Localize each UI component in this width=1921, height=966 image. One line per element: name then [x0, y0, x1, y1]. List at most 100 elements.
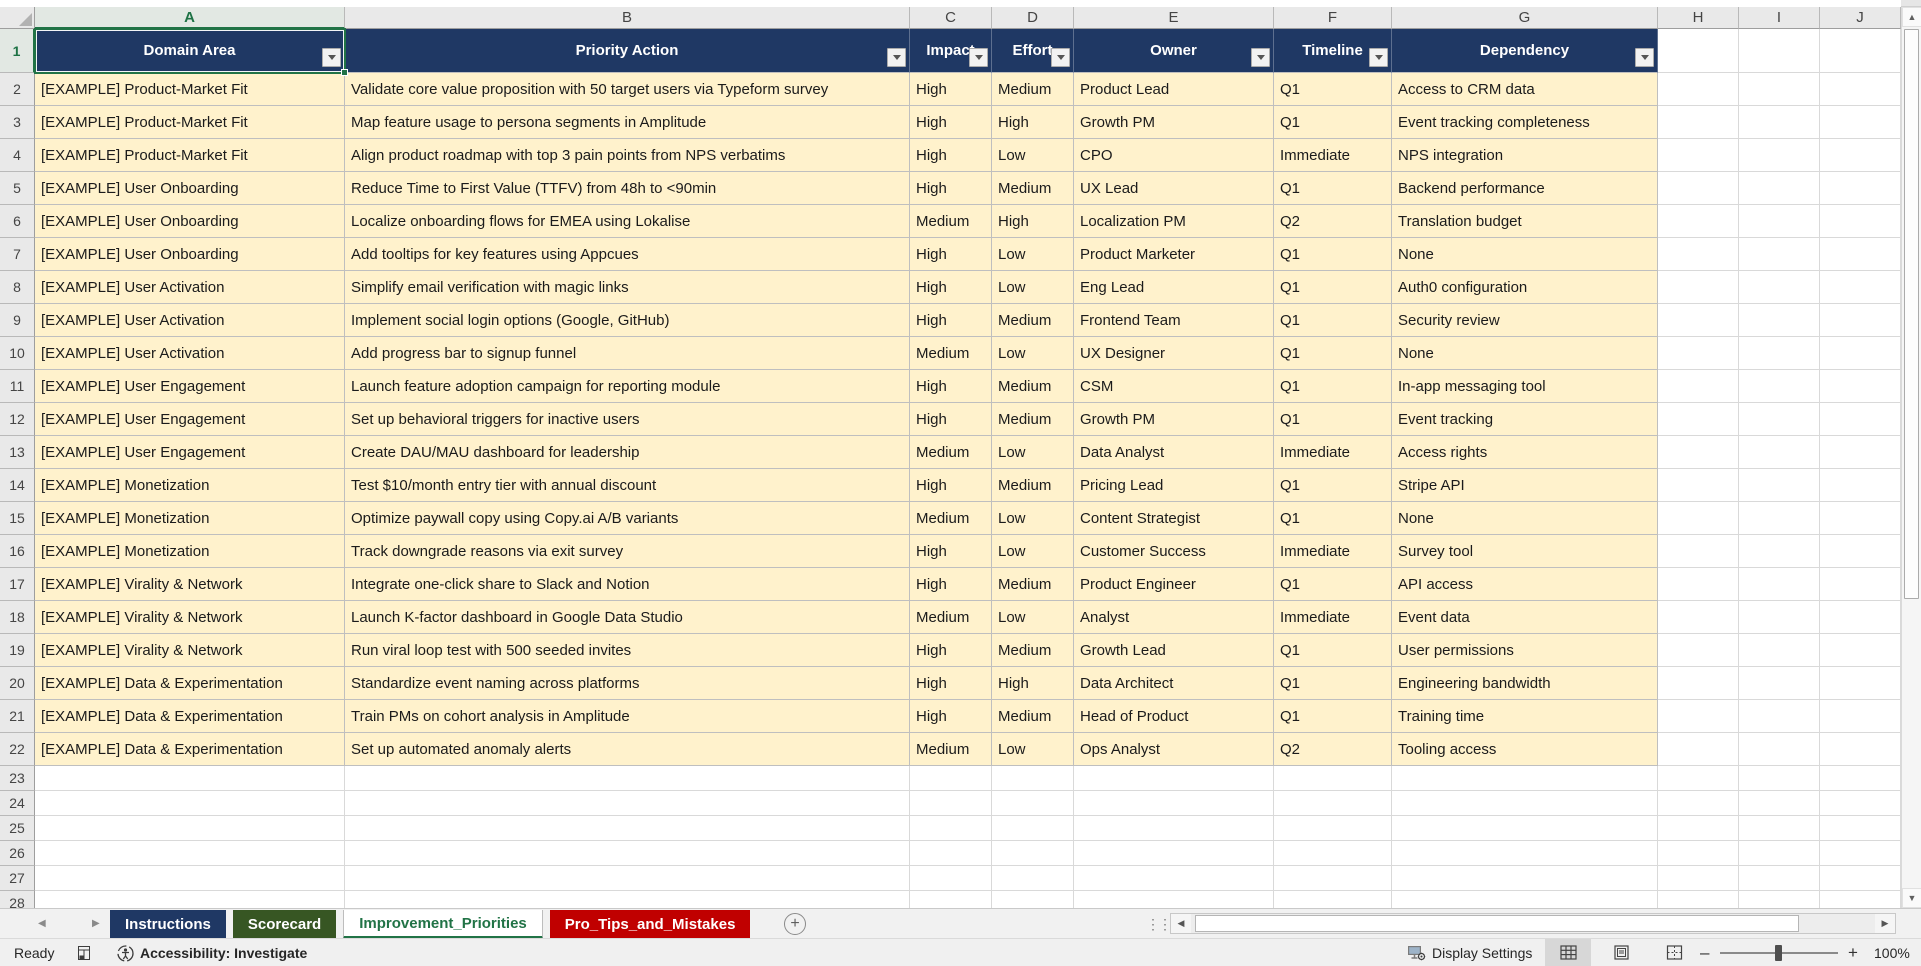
cell-H6[interactable] — [1658, 205, 1739, 238]
cell-H1[interactable] — [1658, 29, 1739, 73]
cell-J8[interactable] — [1820, 271, 1901, 304]
cell-E14[interactable]: Pricing Lead — [1074, 469, 1274, 502]
cell-E16[interactable]: Customer Success — [1074, 535, 1274, 568]
cell-F25[interactable] — [1274, 816, 1392, 841]
cell-J19[interactable] — [1820, 634, 1901, 667]
cell-E8[interactable]: Eng Lead — [1074, 271, 1274, 304]
cell-A25[interactable] — [35, 816, 345, 841]
cell-A16[interactable]: [EXAMPLE] Monetization — [35, 535, 345, 568]
cell-H20[interactable] — [1658, 667, 1739, 700]
cell-D28[interactable] — [992, 891, 1074, 908]
cell-H28[interactable] — [1658, 891, 1739, 908]
cell-E27[interactable] — [1074, 866, 1274, 891]
cell-F21[interactable]: Q1 — [1274, 700, 1392, 733]
cell-C19[interactable]: High — [910, 634, 992, 667]
cell-C1[interactable]: Impact — [910, 29, 992, 73]
cell-I14[interactable] — [1739, 469, 1820, 502]
cell-J12[interactable] — [1820, 403, 1901, 436]
row-header-17[interactable]: 17 — [0, 568, 35, 601]
cell-H21[interactable] — [1658, 700, 1739, 733]
cell-F3[interactable]: Q1 — [1274, 106, 1392, 139]
cell-J7[interactable] — [1820, 238, 1901, 271]
cell-I5[interactable] — [1739, 172, 1820, 205]
sheet-tab-instructions[interactable]: Instructions — [110, 910, 226, 939]
row-header-3[interactable]: 3 — [0, 106, 35, 139]
cell-G18[interactable]: Event data — [1392, 601, 1658, 634]
cell-D1[interactable]: Effort — [992, 29, 1074, 73]
column-header-J[interactable]: J — [1820, 7, 1901, 29]
cell-C10[interactable]: Medium — [910, 337, 992, 370]
cell-B6[interactable]: Localize onboarding flows for EMEA using… — [345, 205, 910, 238]
cell-E5[interactable]: UX Lead — [1074, 172, 1274, 205]
cell-H27[interactable] — [1658, 866, 1739, 891]
cell-B7[interactable]: Add tooltips for key features using Appc… — [345, 238, 910, 271]
cell-A11[interactable]: [EXAMPLE] User Engagement — [35, 370, 345, 403]
cell-F22[interactable]: Q2 — [1274, 733, 1392, 766]
cell-G4[interactable]: NPS integration — [1392, 139, 1658, 172]
cell-J22[interactable] — [1820, 733, 1901, 766]
cell-C14[interactable]: High — [910, 469, 992, 502]
cell-C13[interactable]: Medium — [910, 436, 992, 469]
cell-G13[interactable]: Access rights — [1392, 436, 1658, 469]
column-header-I[interactable]: I — [1739, 7, 1820, 29]
row-header-13[interactable]: 13 — [0, 436, 35, 469]
cell-H16[interactable] — [1658, 535, 1739, 568]
cell-C4[interactable]: High — [910, 139, 992, 172]
cell-E12[interactable]: Growth PM — [1074, 403, 1274, 436]
cell-G27[interactable] — [1392, 866, 1658, 891]
display-settings-label[interactable]: Display Settings — [1432, 945, 1533, 961]
cell-D19[interactable]: Medium — [992, 634, 1074, 667]
cell-B4[interactable]: Align product roadmap with top 3 pain po… — [345, 139, 910, 172]
cell-D17[interactable]: Medium — [992, 568, 1074, 601]
cell-C28[interactable] — [910, 891, 992, 908]
cell-J23[interactable] — [1820, 766, 1901, 791]
cell-I26[interactable] — [1739, 841, 1820, 866]
cell-J6[interactable] — [1820, 205, 1901, 238]
column-header-F[interactable]: F — [1274, 7, 1392, 29]
cell-C17[interactable]: High — [910, 568, 992, 601]
accessibility-status[interactable]: Accessibility: Investigate — [140, 945, 308, 961]
accessibility-checker-icon[interactable] — [116, 939, 135, 966]
cell-I2[interactable] — [1739, 73, 1820, 106]
cell-I12[interactable] — [1739, 403, 1820, 436]
cell-C21[interactable]: High — [910, 700, 992, 733]
cell-J17[interactable] — [1820, 568, 1901, 601]
cell-B24[interactable] — [345, 791, 910, 816]
cell-A2[interactable]: [EXAMPLE] Product-Market Fit — [35, 73, 345, 106]
cell-F24[interactable] — [1274, 791, 1392, 816]
zoom-level[interactable]: 100% — [1874, 945, 1910, 961]
fill-handle[interactable] — [341, 69, 348, 76]
cell-B2[interactable]: Validate core value proposition with 50 … — [345, 73, 910, 106]
cell-E13[interactable]: Data Analyst — [1074, 436, 1274, 469]
cell-C7[interactable]: High — [910, 238, 992, 271]
cell-I7[interactable] — [1739, 238, 1820, 271]
cell-H10[interactable] — [1658, 337, 1739, 370]
cell-D25[interactable] — [992, 816, 1074, 841]
row-header-15[interactable]: 15 — [0, 502, 35, 535]
cell-D3[interactable]: High — [992, 106, 1074, 139]
cell-C25[interactable] — [910, 816, 992, 841]
cell-J11[interactable] — [1820, 370, 1901, 403]
cell-H18[interactable] — [1658, 601, 1739, 634]
cell-J26[interactable] — [1820, 841, 1901, 866]
display-settings-icon[interactable] — [1407, 939, 1427, 966]
cell-I10[interactable] — [1739, 337, 1820, 370]
filter-dropdown-button[interactable] — [1635, 48, 1654, 67]
cell-E17[interactable]: Product Engineer — [1074, 568, 1274, 601]
cell-C3[interactable]: High — [910, 106, 992, 139]
cell-C11[interactable]: High — [910, 370, 992, 403]
cell-C22[interactable]: Medium — [910, 733, 992, 766]
cell-I19[interactable] — [1739, 634, 1820, 667]
new-sheet-button[interactable]: + — [784, 913, 806, 935]
column-header-C[interactable]: C — [910, 7, 992, 29]
cell-I16[interactable] — [1739, 535, 1820, 568]
cell-E19[interactable]: Growth Lead — [1074, 634, 1274, 667]
cell-B8[interactable]: Simplify email verification with magic l… — [345, 271, 910, 304]
row-header-21[interactable]: 21 — [0, 700, 35, 733]
cell-J4[interactable] — [1820, 139, 1901, 172]
cell-F17[interactable]: Q1 — [1274, 568, 1392, 601]
cell-F19[interactable]: Q1 — [1274, 634, 1392, 667]
row-header-1[interactable]: 1 — [0, 29, 35, 73]
cell-F9[interactable]: Q1 — [1274, 304, 1392, 337]
row-header-19[interactable]: 19 — [0, 634, 35, 667]
